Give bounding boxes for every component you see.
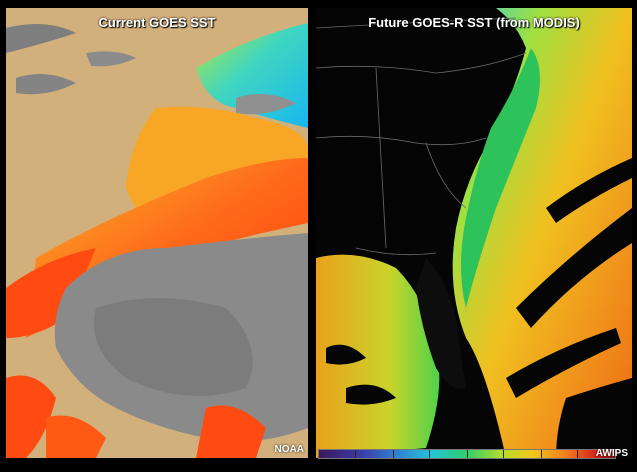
right-panel-title: Future GOES-R SST (from MODIS) [368,15,580,30]
current-goes-sst-panel: Current GOES SST NOAA [6,8,308,458]
future-goes-r-sst-panel: Future GOES-R SST (from MODIS) AWIPS [316,8,632,458]
sst-colorbar [318,449,616,459]
left-panel-title: Current GOES SST [98,15,216,30]
noaa-credit-label: NOAA [274,444,304,455]
awips-credit-label: AWIPS [595,448,628,458]
current-goes-sst-image [6,8,308,458]
future-goes-r-sst-image [316,8,632,458]
